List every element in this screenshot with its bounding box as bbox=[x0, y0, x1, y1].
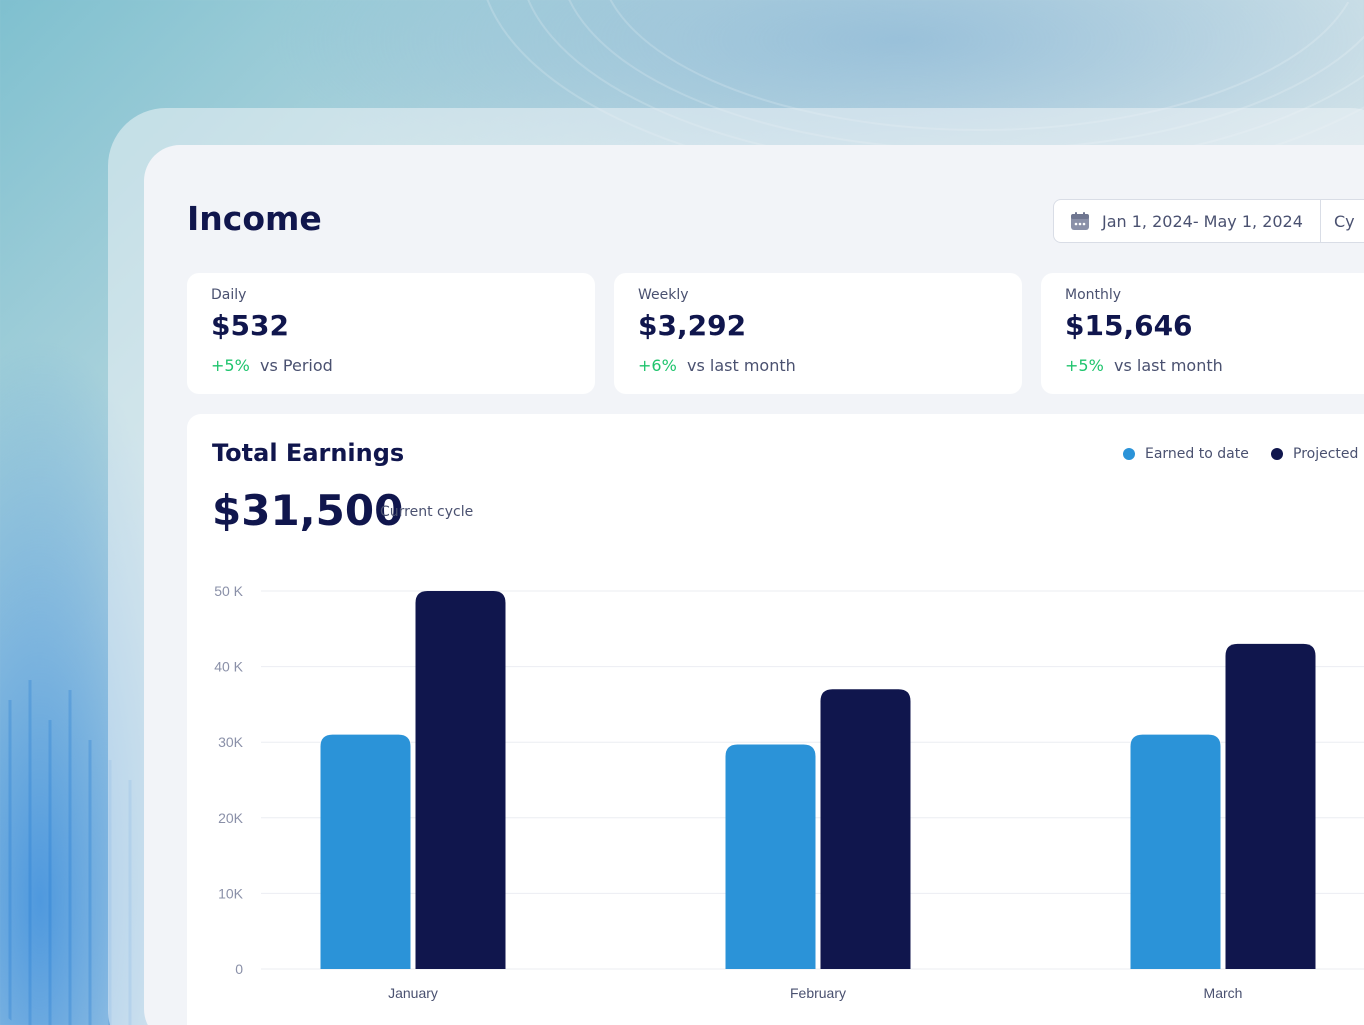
earnings-title: Total Earnings bbox=[212, 439, 405, 467]
date-range-text: Jan 1, 2024- May 1, 2024 bbox=[1102, 211, 1303, 231]
stat-compare: vs last month bbox=[1114, 356, 1223, 375]
stat-compare: vs last month bbox=[687, 356, 796, 375]
stat-card-daily: Daily $532 +5% vs Period bbox=[187, 273, 595, 394]
legend-label: Projected bbox=[1293, 446, 1359, 462]
stat-value: $532 bbox=[211, 309, 289, 342]
stat-value: $15,646 bbox=[1065, 309, 1193, 342]
y-tick-label: 30K bbox=[218, 734, 244, 750]
stat-delta: +5% bbox=[211, 356, 250, 375]
y-tick-label: 10K bbox=[218, 885, 244, 901]
x-tick-label: March bbox=[1204, 985, 1243, 1001]
total-earnings-card: Total Earnings $31,500 Current cycle Ear… bbox=[187, 414, 1364, 1025]
bar-projected-march[interactable] bbox=[1225, 643, 1316, 969]
y-tick-label: 0 bbox=[235, 961, 243, 977]
stat-delta: +5% bbox=[1065, 356, 1104, 375]
bar-projected-february[interactable] bbox=[820, 689, 911, 969]
stat-label: Weekly bbox=[638, 287, 689, 303]
legend-dot-earned bbox=[1123, 448, 1135, 460]
stat-card-weekly: Weekly $3,292 +6% vs last month bbox=[614, 273, 1022, 394]
bar-earned-march[interactable] bbox=[1130, 734, 1221, 969]
stat-label: Monthly bbox=[1065, 287, 1122, 303]
bar-earned-january[interactable] bbox=[320, 734, 411, 969]
stat-delta: +6% bbox=[638, 356, 677, 375]
y-tick-label: 20K bbox=[218, 810, 244, 826]
bar-projected-january[interactable] bbox=[415, 591, 506, 969]
earnings-cycle-label: Current cycle bbox=[380, 504, 474, 520]
legend-dot-projected bbox=[1271, 448, 1283, 460]
legend-item-projected: Projected bbox=[1271, 446, 1358, 462]
date-filter-divider bbox=[1320, 200, 1321, 242]
earnings-total: $31,500 bbox=[212, 486, 404, 535]
date-range-picker[interactable]: Jan 1, 2024- May 1, 2024 Cy bbox=[1053, 199, 1364, 243]
y-tick-label: 40 K bbox=[214, 659, 243, 675]
stat-card-monthly: Monthly $15,646 +5% vs last month bbox=[1041, 273, 1364, 394]
stat-value: $3,292 bbox=[638, 309, 747, 342]
income-panel: Income Jan 1, 2024- May 1, 2024 Cy Daily… bbox=[144, 145, 1364, 1025]
bar-earned-february[interactable] bbox=[725, 744, 816, 969]
x-tick-label: February bbox=[790, 985, 846, 1001]
page-title: Income bbox=[187, 199, 322, 238]
legend-item-earned: Earned to date bbox=[1123, 446, 1249, 462]
legend-label: Earned to date bbox=[1145, 446, 1249, 462]
y-tick-label: 50 K bbox=[214, 583, 243, 599]
x-tick-label: January bbox=[388, 985, 438, 1001]
earnings-bar-chart: 0 10K 20K 30K 40 K 50 K January February March bbox=[214, 583, 1364, 1001]
cycle-filter[interactable]: Cy bbox=[1334, 212, 1355, 231]
stat-compare: vs Period bbox=[260, 356, 333, 375]
stat-label: Daily bbox=[211, 287, 247, 303]
calendar-icon bbox=[1071, 212, 1089, 230]
